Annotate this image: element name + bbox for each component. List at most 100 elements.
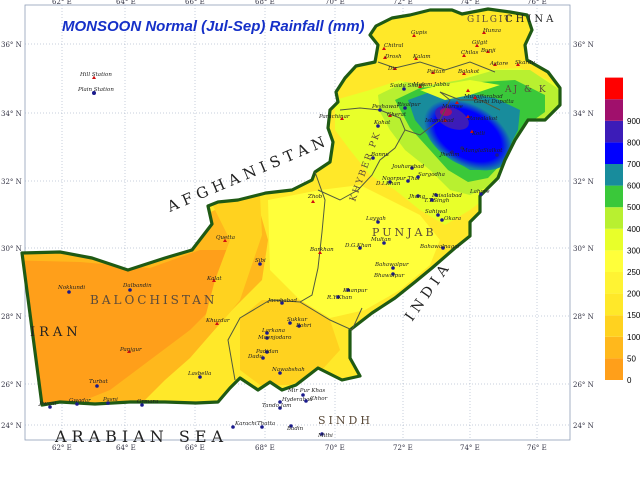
station-ormara[interactable]: Ormara: [137, 399, 159, 407]
station-peshawar[interactable]: Peshawar: [371, 104, 399, 112]
station-thatta[interactable]: Thatta: [257, 421, 275, 429]
station-skardu[interactable]: Skardu: [515, 60, 536, 66]
station-padidan[interactable]: Padidan: [255, 349, 279, 355]
svg-text:D.I.Khan: D.I.Khan: [375, 181, 401, 187]
station-dg-khan[interactable]: D.G.Khan: [344, 243, 372, 250]
station-chitral[interactable]: Chitral: [382, 43, 404, 50]
station-pasni[interactable]: Pasni: [102, 397, 118, 405]
station-turbat[interactable]: Turbat: [89, 379, 109, 388]
station-sialkot[interactable]: Sialkot: [483, 148, 503, 157]
station-gilgit[interactable]: Gilgit: [472, 40, 488, 47]
svg-text:Faisalabad: Faisalabad: [431, 193, 462, 199]
svg-text:Jacobabad: Jacobabad: [267, 298, 297, 304]
legend-label-200: 200: [627, 290, 640, 299]
station-dir[interactable]: Dir: [387, 66, 397, 72]
station-mangla[interactable]: Mangla: [460, 146, 483, 154]
station-layyah[interactable]: Layyah: [365, 216, 386, 224]
station-tando-jam[interactable]: Tando Jam: [262, 403, 291, 410]
station-panjgur[interactable]: Panjgur: [119, 347, 142, 353]
station-jiwani[interactable]: Jiwani: [38, 401, 56, 409]
svg-text:Bunji: Bunji: [480, 48, 496, 54]
station-di-khan[interactable]: D.I.Khan: [375, 180, 401, 187]
station-rohri[interactable]: Rohri: [295, 323, 312, 329]
station-mir-pur-khas[interactable]: Mir Pur Khas: [287, 388, 325, 397]
station-murree[interactable]: Murree: [441, 100, 464, 110]
station-okara[interactable]: Okara: [440, 216, 461, 222]
station-cherat[interactable]: Cherat: [387, 112, 407, 118]
svg-text:Malam Jabba: Malam Jabba: [412, 82, 450, 88]
station-chhor[interactable]: Chhor: [304, 396, 328, 403]
station-ry-khan[interactable]: R.Y.Khan: [326, 295, 352, 301]
station-badin[interactable]: Badin: [286, 424, 304, 432]
station-hunza[interactable]: Hunza: [482, 28, 501, 34]
station-khuzdar[interactable]: Khuzdar: [205, 318, 230, 325]
station-bahawalpur[interactable]: Bahawalpur: [374, 262, 409, 270]
svg-text:Muzaffarabad: Muzaffarabad: [463, 94, 503, 100]
station-bahawalnagar[interactable]: Bahawalnagar: [419, 244, 461, 250]
svg-text:Sialkot: Sialkot: [483, 148, 503, 154]
station-zhob[interactable]: Zhob: [307, 194, 323, 203]
station-parachinar[interactable]: Parachinar: [318, 114, 350, 120]
station-bunji[interactable]: Bunji: [480, 48, 496, 54]
svg-text:Gupis: Gupis: [411, 30, 427, 36]
station-mithi[interactable]: Mithi: [317, 432, 333, 439]
station-muzaffarabad[interactable]: Muzaffarabad: [463, 88, 503, 100]
station-kalat[interactable]: Kalat: [206, 276, 222, 282]
lat-ticks-left: 36° N 34° N 32° N 30° N 28° N 26° N 24° …: [1, 41, 22, 430]
station-jacobabad[interactable]: Jacobabad: [267, 298, 297, 305]
station-astore[interactable]: Astore: [489, 61, 509, 67]
station-islamabad[interactable]: Islamabad: [424, 118, 454, 124]
svg-text:Islamabad: Islamabad: [424, 118, 454, 124]
station-nawabshah[interactable]: Nawabshah: [271, 367, 305, 375]
station-multan[interactable]: Multan: [370, 237, 391, 245]
station-larkana[interactable]: Larkana: [261, 328, 285, 335]
station-dalbandin[interactable]: Dalbandin: [122, 283, 152, 292]
station-noorpur-thal[interactable]: Noorpur Thal: [381, 176, 420, 183]
station-jhelum[interactable]: Jhelum: [439, 150, 460, 158]
station-nokkundi[interactable]: Nokkundi: [57, 285, 85, 294]
svg-text:Peshawar: Peshawar: [371, 104, 399, 110]
station-lahore[interactable]: Lahore: [469, 189, 490, 196]
station-sibi[interactable]: Sibi: [255, 258, 266, 266]
legend-swatch-1: [605, 336, 623, 359]
station-garhi-dupatta[interactable]: Garhi Dupatta: [473, 95, 514, 105]
station-jhang[interactable]: Jhang: [408, 194, 426, 200]
legend-swatch-3: [605, 293, 623, 316]
station-gwadar[interactable]: Gwadar: [69, 398, 91, 406]
station-sahiwal[interactable]: Sahiwal: [425, 209, 447, 217]
lon-tick-72-top: 72° E: [393, 0, 413, 6]
station-dadu[interactable]: Dadu: [247, 354, 265, 360]
station-gupis[interactable]: Gupis: [411, 30, 427, 37]
station-kotli[interactable]: Kotli: [470, 129, 485, 137]
station-moenjodaro[interactable]: Moenjodaro: [257, 335, 292, 341]
station-risalpur[interactable]: Risalpur: [396, 102, 421, 110]
station-chilas[interactable]: Chilas: [461, 50, 479, 57]
station-karachi[interactable]: Karachi: [231, 421, 257, 429]
label-iran: IRAN: [30, 325, 82, 340]
station-bannu[interactable]: Bannu: [370, 152, 389, 160]
station-tt-singh[interactable]: T.T.Singh: [424, 198, 450, 204]
station-faisalabad[interactable]: Faisalabad: [431, 193, 462, 199]
lon-tick-68-top: 68° E: [255, 0, 275, 6]
station-hyderabad[interactable]: Hyderabad: [278, 397, 313, 404]
station-kalam[interactable]: Kalam: [412, 54, 431, 60]
station-sargodha[interactable]: Sargodha: [416, 172, 445, 179]
station-malam-jabba[interactable]: Malam Jabba: [412, 82, 450, 88]
station-quetta[interactable]: Quetta: [216, 235, 235, 242]
station-sukkur[interactable]: Sukkur: [287, 317, 308, 325]
lat-tick-26: 26° N: [1, 381, 22, 389]
legend-label-50: 50: [627, 354, 636, 363]
station-bhawalpur[interactable]: Bhawalpur: [373, 272, 405, 279]
station-barkhan[interactable]: Barkhan: [309, 247, 334, 254]
station-kohat[interactable]: Kohat: [373, 120, 391, 128]
station-khanpur[interactable]: Khanpur: [342, 288, 368, 294]
zone-150-north: [380, 15, 525, 60]
station-balakot[interactable]: Balakot: [457, 69, 480, 75]
station-lasbella[interactable]: Lasbella: [187, 371, 211, 379]
station-rawalakot[interactable]: Rawalakot: [466, 114, 498, 122]
station-drosh[interactable]: Drosh: [383, 54, 402, 60]
legend-label-250: 250: [627, 268, 640, 277]
station-jouharabad[interactable]: Jouharabad: [391, 164, 425, 170]
station-saidu-sharif[interactable]: Saidu Sharif: [390, 83, 426, 91]
station-pattan[interactable]: Pattan: [426, 69, 445, 75]
